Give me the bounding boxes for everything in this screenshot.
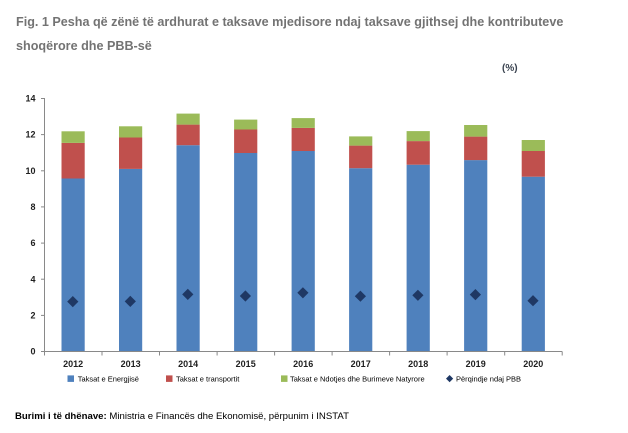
svg-text:2017: 2017 [351,359,371,369]
svg-text:2020: 2020 [523,359,543,369]
svg-text:Taksat e transportit: Taksat e transportit [176,374,240,383]
svg-text:2019: 2019 [466,359,486,369]
svg-text:12: 12 [25,130,35,140]
svg-text:0: 0 [30,347,35,357]
svg-text:Taksat e Ndotjes dhe Burimeve: Taksat e Ndotjes dhe Burimeve Natyrore [290,374,425,383]
svg-text:8: 8 [30,202,35,212]
svg-text:2014: 2014 [178,359,198,369]
svg-text:Taksat e Energjisë: Taksat e Energjisë [78,374,139,383]
svg-text:14: 14 [25,94,35,104]
svg-text:2012: 2012 [63,359,83,369]
svg-text:2016: 2016 [293,359,313,369]
svg-text:10: 10 [25,166,35,176]
svg-text:2015: 2015 [236,359,256,369]
svg-text:Përqindje ndaj PBB: Përqindje ndaj PBB [456,374,521,383]
svg-text:2: 2 [30,311,35,321]
svg-text:2013: 2013 [121,359,141,369]
svg-text:4: 4 [30,274,35,284]
svg-text:6: 6 [30,238,35,248]
svg-text:2018: 2018 [408,359,428,369]
